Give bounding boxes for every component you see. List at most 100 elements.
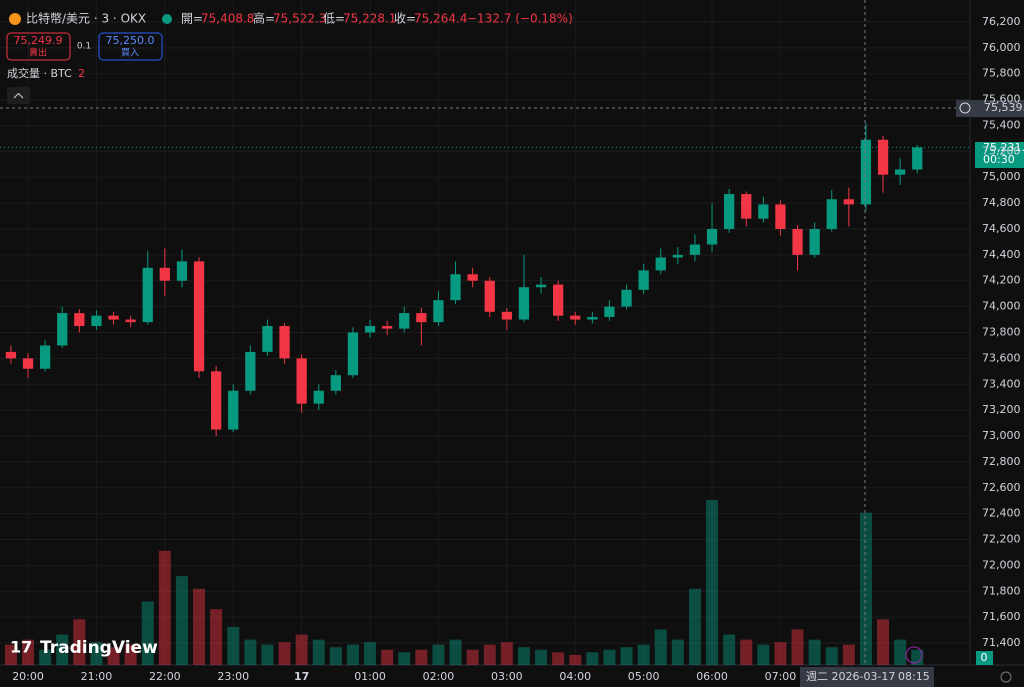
x-tick-label: 02:00 [423,670,455,683]
volume-bar [278,642,291,665]
collapse-button[interactable] [7,87,30,104]
candle-body [91,315,102,327]
volume-bar [90,642,103,665]
x-tick-label: 22:00 [149,670,181,683]
sell-button[interactable] [6,32,71,61]
volume-bar [688,588,701,665]
candle-body [159,267,170,281]
candle-body [792,228,803,255]
volume-bar [911,649,924,665]
x-tick-label: 06:00 [696,670,728,683]
volume-bar [107,647,120,665]
change: −132.7 (−0.18%) [467,12,573,26]
candle-body [433,300,444,323]
candle-body [364,326,376,333]
candle-body [5,351,17,359]
candle-body [689,244,701,255]
candle-body [40,345,51,369]
volume-bar [381,649,394,665]
candle-body [296,358,307,404]
volume-bar [466,649,479,665]
crosshair-time-box [800,667,934,687]
volume-bar [552,652,565,665]
candle-body [228,390,239,430]
volume-bar [432,644,445,665]
lightning-button[interactable] [905,646,923,664]
settings-button[interactable] [1000,671,1012,683]
candle-body [347,332,359,376]
volume-bar [141,601,154,665]
y-tick-label: 71,800 [982,584,1021,597]
volume-bar [73,619,86,665]
volume-bar [261,644,274,665]
buy-price: 75,250.0 [106,34,155,47]
candle-body [313,390,324,404]
candle-body [262,326,273,352]
y-tick-label: 74,000 [982,300,1021,313]
volume-bar [244,639,257,665]
y-tick-label: 73,600 [982,351,1021,364]
volume-legend: 成交量 · BTC [7,66,72,80]
y-tick-label: 75,200 [982,144,1021,157]
candle-body [809,228,820,255]
volume-badge: 0 [981,651,988,664]
volume-bar [877,619,890,665]
candle-body [501,311,512,320]
volume-bar [193,588,206,665]
add-alert[interactable] [959,102,971,114]
volume-bar [825,647,838,665]
candle-body [57,313,68,346]
candle-body [604,306,615,317]
volume-bar [603,649,616,665]
candle-body [74,313,85,327]
crosshair-price: 75,539.1 [984,101,1024,114]
x-tick-label: 04:00 [559,670,591,683]
y-tick-label: 75,400 [982,118,1021,131]
y-tick-label: 72,400 [982,507,1021,520]
logo-mark: 17 [10,638,32,657]
candle-body [741,194,752,219]
buy-button[interactable] [98,32,163,61]
y-tick-label: 71,400 [982,636,1021,649]
candle-body [382,326,393,329]
candle-body [724,194,735,229]
volume-bar [415,649,428,665]
x-tick-label: 03:00 [491,670,523,683]
x-tick-label: 17 [294,670,309,683]
candle-body [860,139,872,205]
candle-body [655,257,666,271]
candle-body [587,316,598,320]
candle-body [877,139,889,175]
volume-bar [346,644,359,665]
volume-bar [842,644,855,665]
candle-body [758,204,769,219]
crosshair-price-box [956,100,1024,117]
candle-body [570,315,581,320]
y-tick-label: 73,200 [982,403,1021,416]
y-tick-label: 74,800 [982,196,1021,209]
volume-bar [654,629,667,665]
candle-body [450,274,461,301]
candle-body [176,261,188,281]
volume-bar [586,652,599,665]
y-tick-label: 73,800 [982,326,1021,339]
high-value: 75,522.3 [273,12,326,26]
volume-bar [757,644,770,665]
logo: TradingView [40,638,158,658]
buy-label: 買入 [121,48,139,59]
volume-bar [723,634,736,665]
volume-bar [706,500,719,665]
candle-body [245,351,256,391]
x-tick-label: 07:00 [765,670,797,683]
candle-body [279,326,290,359]
high-label: 高= [253,11,275,26]
candle-body [638,270,649,290]
y-tick-label: 73,000 [982,429,1021,442]
y-tick-label: 76,000 [982,41,1021,54]
volume-legend-value: 2 [78,67,85,80]
close-value: 75,264.4 [414,12,467,26]
y-tick-label: 75,800 [982,67,1021,80]
candle-body [535,284,547,288]
candle-body [912,147,923,170]
